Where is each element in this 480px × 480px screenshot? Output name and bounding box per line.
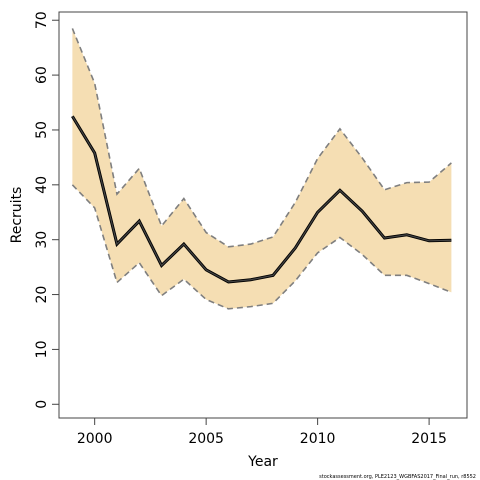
y-tick-label: 30 [34,231,50,249]
y-tick-label: 60 [34,66,50,84]
upper-bound-line [71,28,452,248]
y-axis-title: Recruits [9,187,25,244]
lower-bound-line [71,184,452,310]
y-axis: 0 10 20 30 40 50 60 70 [34,11,59,409]
estimate-line [71,115,452,283]
x-tick-label: 2015 [411,431,447,447]
x-tick-label: 2000 [77,431,113,447]
footnote: stockassessment.org, PLE2123_WGBFAS2017_… [319,474,476,480]
x-axis: 2000 2005 2010 2015 [77,418,447,447]
confidence-band [72,28,452,309]
x-tick-label: 2005 [188,431,224,447]
y-tick-label: 70 [34,11,50,29]
y-tick-label: 10 [34,341,50,359]
x-axis-title: Year [247,454,278,470]
y-tick-label: 0 [34,400,50,409]
x-tick-label: 2010 [300,431,336,447]
y-tick-label: 50 [34,121,50,139]
y-tick-label: 20 [34,286,50,304]
plot-frame [58,11,468,419]
y-tick-label: 40 [34,176,50,194]
